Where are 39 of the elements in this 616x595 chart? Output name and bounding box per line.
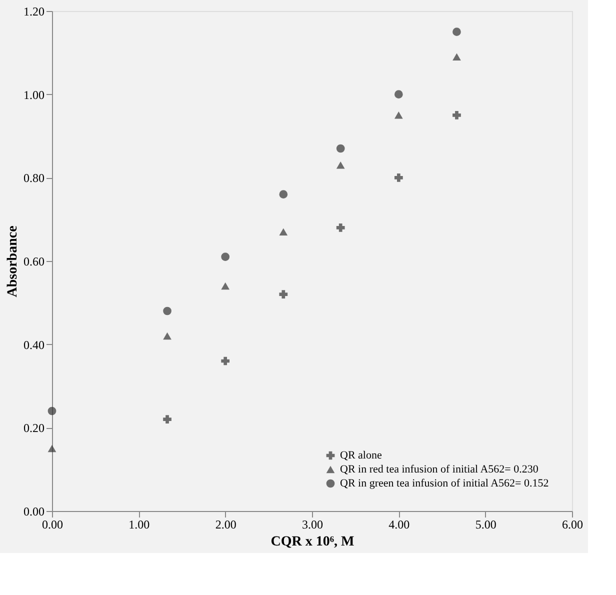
point <box>163 306 172 316</box>
point <box>279 290 288 299</box>
point <box>452 28 461 36</box>
point <box>394 112 403 119</box>
point <box>163 415 172 424</box>
point <box>336 162 345 169</box>
x-tick-label: 2.00 <box>215 518 236 532</box>
point <box>48 444 56 452</box>
y-tick-label: 1.20 <box>24 4 44 18</box>
x-axis-title: CQR x 10⁶, M <box>270 534 354 550</box>
legend-label: QR in red tea infusion of initial A562= 0.230 <box>340 464 539 476</box>
point <box>279 190 288 199</box>
x-tick-label: 0.00 <box>42 518 63 532</box>
y-tick-label: 0.20 <box>24 421 44 436</box>
x-tick-label: 6.00 <box>562 518 583 532</box>
point <box>279 228 288 236</box>
point <box>221 282 230 290</box>
point <box>221 356 230 366</box>
x-tick-label: 1.00 <box>128 518 150 532</box>
y-tick-label: 0.00 <box>24 504 44 518</box>
legend-label: QR in green tea infusion of initial A562= 0.152 <box>340 478 549 490</box>
y-tick-label: 1.00 <box>24 88 44 102</box>
y-tick-label: 0.40 <box>24 338 44 352</box>
point <box>452 110 461 120</box>
point <box>394 173 403 182</box>
point <box>394 90 403 99</box>
point <box>452 53 461 60</box>
x-tick-label: 5.00 <box>475 518 496 532</box>
point <box>336 144 345 153</box>
point <box>48 406 56 416</box>
point <box>163 332 172 340</box>
legend-label: QR alone <box>340 450 382 462</box>
x-tick-label: 3.00 <box>302 518 323 532</box>
x-tick-label: 4.00 <box>388 518 410 532</box>
y-axis-title: Absorbance <box>6 226 20 298</box>
y-tick-label: 0.80 <box>24 171 44 186</box>
y-tick-label: 0.60 <box>24 254 44 268</box>
point <box>336 223 345 232</box>
point <box>221 252 230 262</box>
